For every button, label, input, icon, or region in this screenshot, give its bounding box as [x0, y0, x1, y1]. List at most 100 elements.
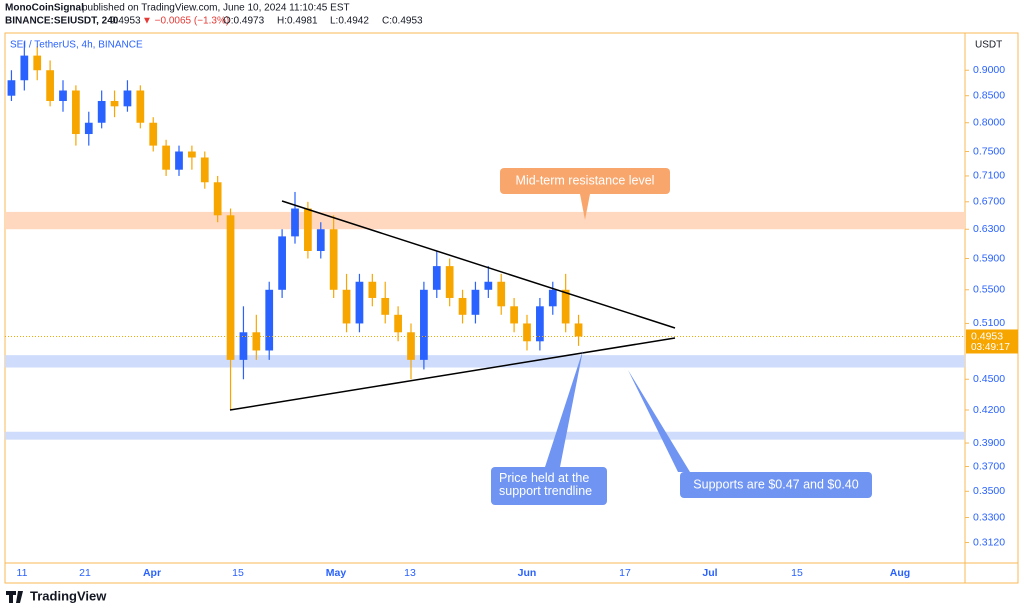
symbol: BINANCE:SEIUSDT, 240 — [5, 16, 119, 27]
candle-body — [136, 90, 145, 123]
candle-body — [548, 289, 557, 307]
x-tick-label: 11 — [17, 567, 28, 579]
publisher: MonoCoinSignal — [5, 3, 84, 14]
candle-body — [291, 208, 299, 237]
candle-body — [123, 90, 132, 107]
logo-icon — [6, 591, 23, 603]
candle-body — [162, 145, 170, 170]
candle-body — [458, 297, 467, 315]
chart-title: SEI / TetherUS, 4h, BINANCE — [10, 40, 143, 51]
candle-body — [20, 55, 29, 81]
candle-body — [329, 229, 338, 290]
trendline — [229, 337, 676, 411]
candle-body — [497, 281, 506, 307]
low: L:0.4942 — [330, 16, 369, 27]
candle-body — [188, 151, 196, 158]
x-tick-label: 17 — [619, 567, 631, 579]
candle-body — [213, 182, 222, 216]
y-tick-label: 0.9000 — [973, 64, 1005, 76]
callout: Price held at the support trendline — [491, 350, 607, 505]
y-tick-label: 0.3900 — [973, 437, 1005, 449]
candle-body — [110, 100, 119, 107]
last: 0.4953 — [110, 16, 141, 27]
y-tick-label: 0.7100 — [973, 170, 1005, 182]
open: O:0.4973 — [223, 16, 265, 27]
footer-logo: TradingView — [30, 588, 107, 603]
candle-body — [265, 289, 274, 351]
candle-body — [59, 90, 67, 101]
candle-body — [97, 100, 106, 123]
countdown: 03:49:17 — [971, 342, 1010, 353]
candle-body — [304, 208, 312, 251]
annotation: Supports are $0.47 and $0.40 — [693, 477, 858, 491]
candle-body — [510, 306, 518, 324]
y-tick-label: 0.5100 — [973, 317, 1005, 329]
candle-body — [278, 236, 286, 290]
candle-body — [84, 122, 93, 135]
y-tick-label: 0.3500 — [973, 485, 1005, 497]
y-tick-label: 0.3120 — [973, 536, 1005, 548]
candle-body — [7, 80, 16, 96]
candle-body — [200, 157, 209, 183]
x-tick-label: 15 — [232, 567, 244, 579]
zone — [5, 355, 965, 368]
candle-body — [394, 314, 402, 333]
candle-body — [239, 332, 248, 360]
y-tick-label: 0.6300 — [973, 223, 1005, 235]
close: C:0.4953 — [382, 16, 423, 27]
y-tick-label: 0.3300 — [973, 511, 1005, 523]
y-tick-label: 0.5500 — [973, 284, 1005, 296]
y-axis-label: USDT — [975, 40, 1002, 51]
candle-body — [445, 266, 454, 298]
y-tick-label: 0.8500 — [973, 89, 1005, 101]
candle-body — [381, 297, 390, 315]
candle-body — [420, 289, 428, 360]
price-tag-value: 0.4953 — [971, 330, 1003, 342]
callout: Mid-term resistance level — [500, 168, 670, 220]
candle-body — [471, 289, 480, 315]
candle-body — [355, 281, 364, 324]
candle-body — [252, 332, 261, 351]
price-tag — [966, 329, 1018, 354]
y-tick-label: 0.4500 — [973, 373, 1005, 385]
candle-body — [574, 323, 583, 337]
y-tick-label: 0.5900 — [973, 252, 1005, 264]
candle-body — [432, 266, 441, 290]
trendline — [281, 200, 676, 329]
candle-body — [46, 70, 54, 101]
candle-body — [175, 151, 183, 170]
candle-body — [33, 55, 42, 71]
annotation: Mid-term resistance level — [516, 173, 655, 187]
candle-body — [536, 306, 544, 342]
zone — [5, 211, 965, 230]
x-tick-label: Aug — [890, 567, 910, 579]
change: ▼ −0.0065 (−1.3%) — [142, 16, 229, 27]
y-tick-label: 0.4200 — [973, 404, 1005, 416]
high: H:0.4981 — [277, 16, 318, 27]
candle-body — [149, 122, 158, 146]
callout: Supports are $0.47 and $0.40 — [628, 370, 872, 498]
candle-body — [368, 281, 377, 298]
candle-body — [226, 215, 235, 360]
y-tick-label: 0.8000 — [973, 117, 1005, 129]
candle-body — [342, 289, 351, 324]
published: published on TradingView.com, June 10, 2… — [82, 3, 350, 14]
candle-body — [407, 332, 415, 360]
candle-body — [561, 289, 570, 324]
x-tick-label: May — [326, 567, 347, 579]
x-tick-label: 13 — [404, 567, 416, 579]
x-tick-label: Jul — [702, 567, 717, 579]
y-tick-label: 0.7500 — [973, 145, 1005, 157]
annotation: Price held at the support trendline — [499, 471, 593, 498]
y-tick-label: 0.3700 — [973, 460, 1005, 472]
candle-body — [72, 90, 80, 135]
zone — [5, 431, 965, 440]
candle-body — [484, 281, 493, 290]
candle-body — [316, 229, 325, 251]
x-tick-label: Apr — [143, 567, 161, 579]
y-tick-label: 0.6700 — [973, 196, 1005, 208]
x-tick-label: 21 — [79, 567, 91, 579]
frame — [4, 32, 1019, 584]
x-tick-label: 15 — [791, 567, 803, 579]
